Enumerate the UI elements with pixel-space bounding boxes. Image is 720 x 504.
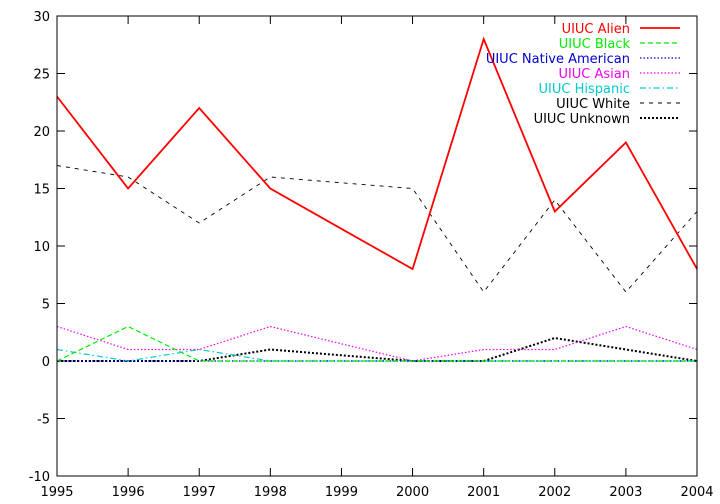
legend-label-uiuc-alien: UIUC Alien <box>562 22 630 37</box>
legend-label-uiuc-native-american: UIUC Native American <box>486 52 630 67</box>
legend-label-uiuc-black: UIUC Black <box>559 37 631 52</box>
x-tick-label: 2001 <box>467 485 500 500</box>
y-tick-label: -10 <box>29 470 50 485</box>
x-tick-label: 1996 <box>112 485 145 500</box>
y-tick-label: 30 <box>33 10 50 25</box>
y-tick-label: 20 <box>33 125 50 140</box>
series-line-uiuc-unknown <box>57 336 698 362</box>
legend-label-uiuc-asian: UIUC Asian <box>558 67 630 82</box>
x-tick-label: 1999 <box>325 485 358 500</box>
x-tick-label: 2000 <box>396 485 429 500</box>
series-line-uiuc-hispanic <box>56 348 697 362</box>
x-tick-label: 1995 <box>40 485 73 500</box>
legend-label-uiuc-white: UIUC White <box>556 97 630 112</box>
y-tick-label: 15 <box>33 183 50 198</box>
legend-label-uiuc-unknown: UIUC Unknown <box>534 112 630 127</box>
x-tick-label: 2004 <box>680 485 713 500</box>
y-tick-label: 5 <box>42 298 50 313</box>
y-tick-label: -5 <box>37 413 50 428</box>
x-tick-label: 1998 <box>254 485 287 500</box>
y-tick-labels: -10 -5 0 5 10 15 20 25 30 <box>29 10 50 485</box>
x-tick-labels: 1995 1996 1997 1998 1999 2000 2001 2002 2003 2004 <box>40 485 713 500</box>
y-tick-label: 0 <box>42 355 50 370</box>
x-tick-label: 2003 <box>609 485 642 500</box>
series-line-uiuc-alien <box>56 36 698 271</box>
series-line-uiuc-white <box>56 165 698 293</box>
series-lines <box>56 36 698 362</box>
y-tick-label: 10 <box>33 240 50 255</box>
x-tick-label: 2002 <box>538 485 571 500</box>
legend-label-uiuc-hispanic: UIUC Hispanic <box>539 82 630 97</box>
plot-frame <box>56 15 698 477</box>
x-tick-label: 1997 <box>183 485 216 500</box>
y-tick-label: 25 <box>33 68 50 83</box>
series-line-uiuc-asian <box>56 325 698 362</box>
series-line-uiuc-black <box>56 325 697 362</box>
